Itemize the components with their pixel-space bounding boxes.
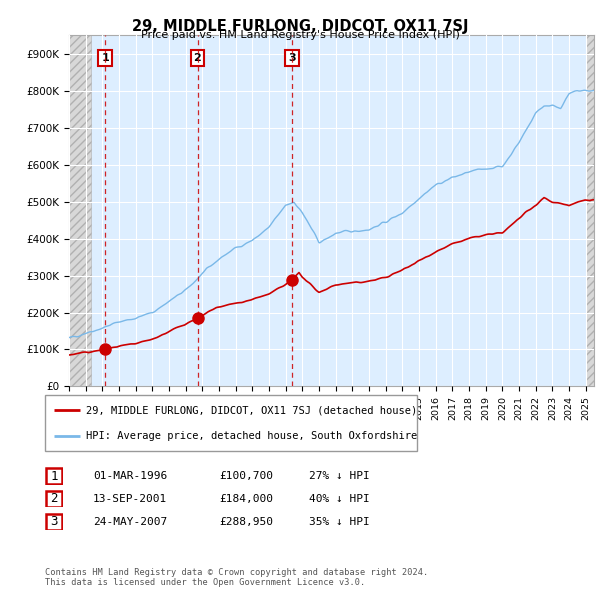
Text: HPI: Average price, detached house, South Oxfordshire: HPI: Average price, detached house, Sout… bbox=[86, 431, 417, 441]
Text: 3: 3 bbox=[289, 53, 296, 63]
Text: 13-SEP-2001: 13-SEP-2001 bbox=[93, 494, 167, 503]
FancyBboxPatch shape bbox=[46, 468, 62, 484]
Text: £288,950: £288,950 bbox=[219, 517, 273, 526]
Text: 27% ↓ HPI: 27% ↓ HPI bbox=[309, 471, 370, 481]
Text: 29, MIDDLE FURLONG, DIDCOT, OX11 7SJ: 29, MIDDLE FURLONG, DIDCOT, OX11 7SJ bbox=[132, 19, 468, 34]
FancyBboxPatch shape bbox=[46, 490, 62, 506]
Text: Price paid vs. HM Land Registry's House Price Index (HPI): Price paid vs. HM Land Registry's House … bbox=[140, 30, 460, 40]
Text: 40% ↓ HPI: 40% ↓ HPI bbox=[309, 494, 370, 503]
FancyBboxPatch shape bbox=[46, 513, 62, 530]
Text: Contains HM Land Registry data © Crown copyright and database right 2024.
This d: Contains HM Land Registry data © Crown c… bbox=[45, 568, 428, 587]
Text: £184,000: £184,000 bbox=[219, 494, 273, 503]
Text: 2: 2 bbox=[194, 53, 202, 63]
Text: 24-MAY-2007: 24-MAY-2007 bbox=[93, 517, 167, 526]
Text: £100,700: £100,700 bbox=[219, 471, 273, 481]
Text: 1: 1 bbox=[50, 470, 58, 483]
Text: 3: 3 bbox=[50, 515, 58, 528]
Text: 29, MIDDLE FURLONG, DIDCOT, OX11 7SJ (detached house): 29, MIDDLE FURLONG, DIDCOT, OX11 7SJ (de… bbox=[86, 405, 417, 415]
Text: 35% ↓ HPI: 35% ↓ HPI bbox=[309, 517, 370, 526]
FancyBboxPatch shape bbox=[45, 395, 417, 451]
Text: 01-MAR-1996: 01-MAR-1996 bbox=[93, 471, 167, 481]
Text: 2: 2 bbox=[50, 492, 58, 505]
Text: 1: 1 bbox=[101, 53, 109, 63]
